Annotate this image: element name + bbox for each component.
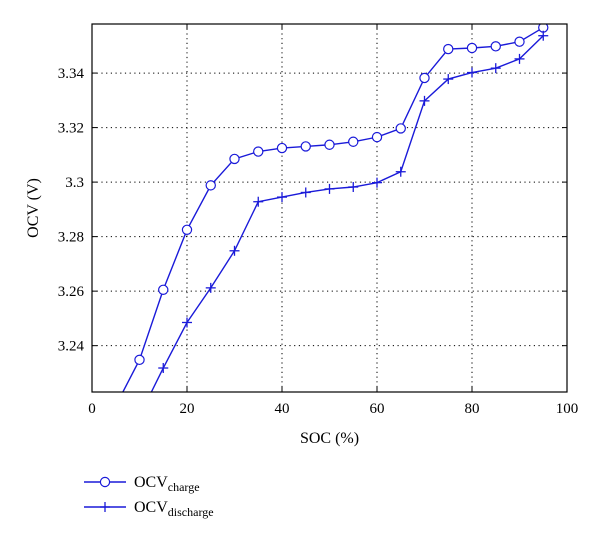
series-layer	[122, 24, 549, 392]
data-point-discharge	[443, 74, 454, 85]
data-point-charge	[205, 180, 216, 191]
data-point-discharge	[182, 317, 192, 328]
data-point-charge	[443, 43, 454, 55]
plot-frame	[91, 23, 568, 393]
data-point-discharge	[514, 53, 525, 64]
data-point-charge	[514, 36, 525, 47]
x-tick-label: 100	[556, 401, 579, 417]
y-tick-label: 3.3	[65, 175, 84, 191]
x-tick-label: 40	[275, 401, 290, 417]
plot-area	[92, 24, 567, 392]
data-point-charge	[300, 141, 311, 152]
data-point-discharge	[490, 63, 501, 74]
data-point-charge	[134, 354, 145, 366]
data-point-discharge	[253, 196, 264, 207]
y-tick-label: 3.24	[58, 339, 85, 355]
series-line-discharge	[150, 35, 544, 392]
data-point-discharge	[277, 192, 287, 203]
data-point-discharge	[348, 182, 359, 193]
x-tick-label: 20	[180, 401, 195, 417]
legend-marker	[99, 476, 111, 488]
legend-marker	[100, 502, 110, 512]
legend-label-sub: charge	[168, 480, 200, 494]
data-point-discharge	[158, 363, 169, 374]
data-point-charge	[371, 131, 383, 143]
legend-label: OCVdischarge	[134, 499, 214, 519]
legend-label: OCVcharge	[134, 474, 200, 494]
data-point-charge	[395, 123, 406, 134]
data-point-charge	[276, 142, 288, 154]
x-tick-label: 0	[88, 401, 96, 417]
data-point-charge	[324, 139, 335, 150]
data-point-discharge	[300, 187, 311, 198]
legend-label-sub: discharge	[168, 505, 214, 519]
data-point-discharge	[324, 183, 335, 194]
data-point-charge	[348, 136, 359, 147]
data-point-charge	[466, 42, 478, 54]
data-point-discharge	[419, 95, 430, 106]
data-point-discharge	[205, 282, 216, 293]
series-discharge	[150, 30, 549, 392]
data-point-charge	[490, 41, 501, 52]
x-axis-title: SOC (%)	[300, 430, 359, 447]
data-point-charge	[158, 284, 169, 295]
data-point-charge	[419, 72, 430, 84]
x-tick-label: 60	[370, 401, 385, 417]
grid	[92, 24, 567, 392]
y-tick-label: 3.28	[58, 230, 84, 246]
data-point-discharge	[372, 177, 382, 188]
data-point-charge	[229, 153, 240, 165]
data-point-charge	[253, 146, 264, 157]
x-tick-label: 80	[465, 401, 480, 417]
legend-label-main: OCV	[134, 499, 168, 516]
series-charge	[122, 24, 549, 392]
legend-label-main: OCV	[134, 474, 168, 491]
y-tick-label: 3.32	[58, 121, 84, 137]
legend-item-discharge: OCVdischarge	[84, 499, 214, 519]
axis-ticks: 0 20 40 60 80 100 3.24 3.26 3.28 3.3 3.32 3.34	[58, 24, 579, 417]
data-point-discharge	[395, 166, 406, 177]
y-tick-label: 3.34	[58, 66, 85, 82]
legend-item-charge: OCVcharge	[84, 474, 200, 494]
data-point-discharge	[538, 30, 549, 41]
data-point-discharge	[467, 67, 477, 78]
data-point-charge	[181, 224, 193, 236]
y-tick-label: 3.26	[58, 284, 85, 300]
data-point-discharge	[229, 245, 240, 256]
y-axis-title: OCV (V)	[25, 178, 42, 238]
